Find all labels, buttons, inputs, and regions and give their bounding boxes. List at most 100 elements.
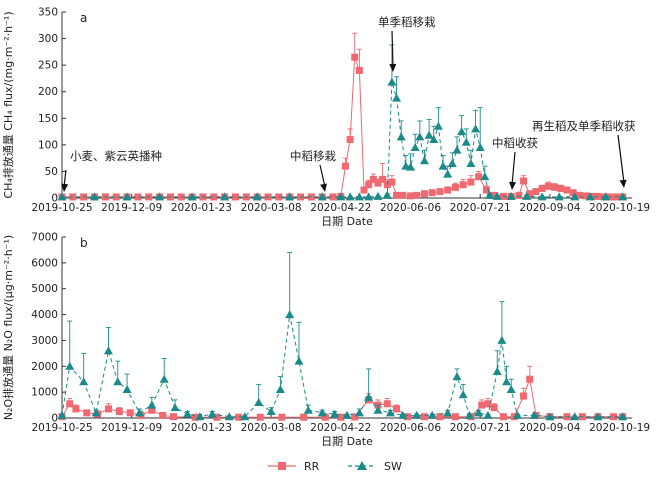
b-rr-point	[159, 411, 167, 419]
a-x-tick-label: 2020-03-08	[241, 202, 302, 214]
b-sw-point	[159, 374, 169, 383]
a-sw-point	[466, 158, 476, 167]
a-x-tick-label: 2020-06-06	[380, 202, 441, 214]
a-rr-point	[355, 66, 363, 74]
b-sw-point	[240, 412, 250, 421]
b-sw-point	[134, 408, 144, 417]
b-y-tick-label: 7000	[31, 232, 58, 244]
a-rr-point	[563, 186, 571, 194]
a-sw-point	[410, 143, 420, 152]
a-rr-point	[210, 193, 218, 201]
a-sw-point	[415, 132, 425, 141]
b-rr-point	[403, 413, 411, 421]
a-sw-point	[601, 192, 611, 201]
a-y-tick-label: 50	[45, 166, 58, 178]
b-rr-point	[170, 413, 178, 421]
a-sw-point	[480, 172, 490, 181]
b-rr-point	[393, 405, 401, 413]
b-rr-point	[213, 413, 221, 421]
a-rr-point	[399, 191, 407, 199]
annotation-arrow-head	[619, 179, 627, 188]
a-sw-point	[424, 130, 434, 139]
b-sw-point	[303, 405, 313, 414]
b-rr-point	[609, 413, 617, 421]
a-y-tick-label: 150	[38, 113, 58, 125]
a-sw-point	[364, 192, 374, 201]
b-y-tick-label: 6000	[31, 257, 58, 269]
annotation-arrow-head	[320, 183, 327, 192]
b-y-axis-label: N₂O排放通量 N₂O flux/(μg·m⁻²·h⁻¹)	[1, 235, 15, 420]
b-sw-point	[317, 408, 327, 417]
a-sw-point	[155, 192, 165, 201]
b-x-tick-label: 2020-07-21	[450, 422, 511, 434]
a-rr-point	[482, 186, 490, 194]
a-sw-point	[447, 158, 457, 167]
a-sw-point	[90, 192, 100, 201]
b-rr-point	[235, 413, 243, 421]
a-rr-point	[231, 193, 239, 201]
a-x-tick-label: 2020-04-22	[310, 202, 371, 214]
b-sw-point	[254, 397, 264, 406]
annotation-ann_a4: 中稻收获	[492, 136, 538, 190]
annotation-ann_a1: 小麦、紫云英播种	[61, 149, 162, 192]
annotation-label: 再生稻及单季稻收获	[532, 119, 636, 133]
annotation-ann_a5: 再生稻及单季稻收获	[532, 119, 636, 188]
annotation-arrow-head	[389, 63, 397, 72]
a-sw-point	[57, 192, 67, 201]
a-rr-point	[520, 177, 528, 185]
a-rr-point	[538, 184, 546, 192]
a-sw-point	[492, 191, 502, 200]
a-rr-point	[413, 191, 421, 199]
a-sw-point	[461, 137, 471, 146]
a-rr-point	[526, 190, 534, 198]
b-x-tick-label: 2020-09-04	[519, 422, 580, 434]
a-x-tick-label: 2019-12-09	[101, 202, 162, 214]
b-sw-point	[593, 412, 603, 421]
b-rr-point	[451, 413, 459, 421]
a-sw-line	[62, 81, 623, 198]
b-x-tick-label: 2019-10-25	[31, 422, 92, 434]
a-rr-point	[388, 178, 396, 186]
b-rr-point	[337, 413, 345, 421]
a-rr-point	[383, 181, 391, 189]
a-panel-letter: a	[80, 11, 87, 25]
a-rr-point	[532, 188, 540, 196]
a-y-tick-label: 250	[38, 60, 58, 72]
a-rr-point	[360, 186, 368, 194]
annotation-arrow-shaft	[511, 151, 516, 186]
a-rr-point	[515, 191, 523, 199]
a-sw-point	[433, 121, 443, 130]
b-x-tick-label: 2020-10-19	[589, 422, 650, 434]
b-sw-point	[529, 410, 539, 419]
a-sw-point	[570, 192, 580, 201]
b-sw-point	[385, 408, 395, 417]
b-x-tick-label: 2020-01-23	[171, 422, 232, 434]
b-series-sw	[57, 252, 628, 421]
b-sw-point	[182, 409, 192, 418]
a-series-rr	[58, 32, 627, 201]
b-rr-line	[61, 377, 623, 418]
a-x-axis-label: 日期 Date	[321, 215, 373, 228]
panel-b-n2o-flux: 0 1000 2000 3000 4000 5000 6000 7000 2019-10-25 2…	[1, 232, 650, 449]
panel-a-ch4-flux: 0 50 100 150 200 250 300 350 2019-10-25 2019-12-0…	[1, 7, 650, 229]
legend-rr-marker	[278, 462, 286, 470]
b-series-rr	[58, 365, 627, 421]
a-rr-point	[420, 190, 428, 198]
annotation-arrow-head	[509, 181, 517, 190]
b-sw-point	[285, 310, 295, 319]
a-sw-point	[345, 192, 355, 201]
a-sw-point	[471, 124, 481, 133]
b-sw-point	[443, 408, 453, 417]
b-x-tick-label: 2019-12-09	[101, 422, 162, 434]
b-sw-point	[373, 405, 383, 414]
a-sw-point	[429, 135, 439, 144]
b-sw-point	[342, 410, 352, 419]
a-rr-point	[444, 186, 452, 194]
b-rr-point	[383, 400, 391, 408]
a-rr-point	[557, 184, 565, 192]
b-sw-point	[79, 377, 89, 386]
b-sw-point	[275, 385, 285, 394]
b-sw-point	[330, 409, 340, 418]
b-sw-point	[266, 407, 276, 416]
